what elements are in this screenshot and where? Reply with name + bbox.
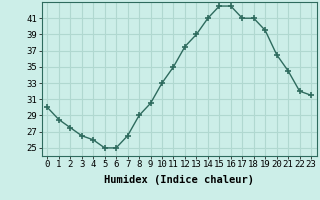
- X-axis label: Humidex (Indice chaleur): Humidex (Indice chaleur): [104, 175, 254, 185]
